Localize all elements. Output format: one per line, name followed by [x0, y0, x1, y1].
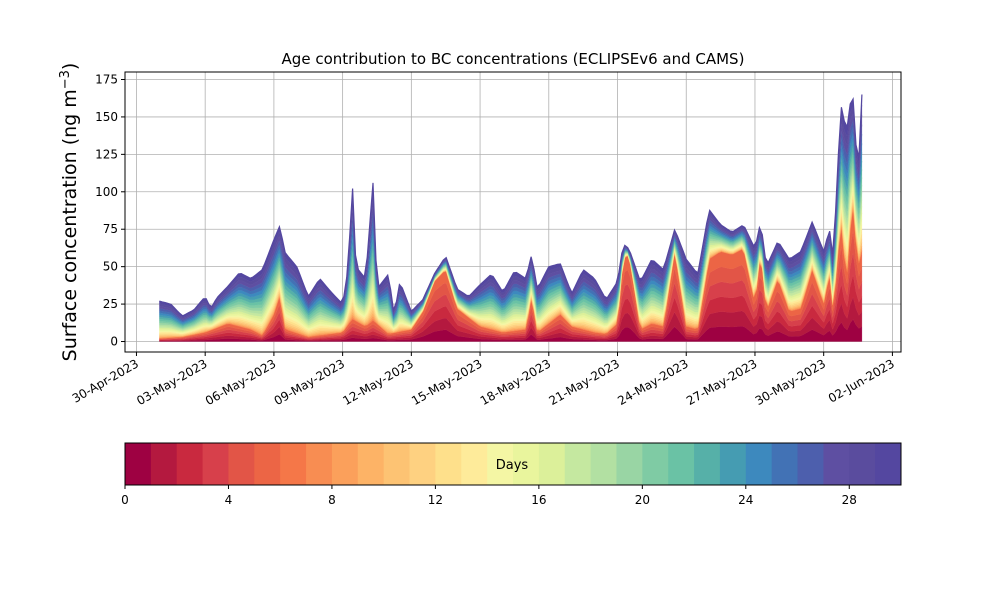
- y-tick-label: 25: [103, 297, 118, 311]
- colorbar-bin: [461, 443, 488, 485]
- x-axis: 30-Apr-202303-May-202306-May-202309-May-…: [70, 352, 897, 408]
- colorbar-tick-label: 16: [531, 493, 546, 507]
- x-tick-label: 06-May-2023: [203, 356, 278, 408]
- colorbar-bin: [228, 443, 255, 485]
- colorbar-bin: [202, 443, 229, 485]
- colorbar-bin: [383, 443, 411, 485]
- colorbar-tick-label: 12: [428, 493, 443, 507]
- plot-frame: [124, 71, 902, 353]
- y-axis: 0 25 50 75 100 125 150 175: [95, 72, 125, 349]
- total-outline: [159, 94, 863, 317]
- colorbar-bin: [150, 443, 178, 485]
- colorbar-ticks: 0 4 8 12 16 20 24 28: [121, 485, 857, 507]
- colorbar-bin: [797, 443, 824, 485]
- x-tick-label: 21-May-2023: [547, 356, 622, 408]
- x-tick-label: 24-May-2023: [615, 356, 690, 408]
- colorbar-bin: [357, 443, 385, 485]
- y-tick-label: 50: [103, 260, 118, 274]
- colorbar-tick-label: 4: [225, 493, 233, 507]
- colorbar-tick-label: 0: [121, 493, 129, 507]
- y-tick-label: 100: [95, 185, 118, 199]
- colorbar-bin: [176, 443, 204, 485]
- colorbar-frame: [124, 442, 902, 486]
- colorbar-bin: [435, 443, 462, 485]
- colorbar-bin: [590, 443, 617, 485]
- colorbar-tick-label: 24: [738, 493, 753, 507]
- colorbar-bin: [694, 443, 721, 485]
- x-tick-label: 15-May-2023: [409, 356, 484, 408]
- colorbar-bin: [487, 443, 514, 485]
- colorbar-bin: [306, 443, 333, 485]
- y-axis-label: Surface concentration (ng m−3): [58, 63, 81, 362]
- x-tick-label: 18-May-2023: [478, 356, 553, 408]
- colorbar-bin: [254, 443, 281, 485]
- colorbar-bin: [642, 443, 669, 485]
- colorbar-bin: [280, 443, 307, 485]
- x-tick-label: 09-May-2023: [272, 356, 347, 408]
- colorbar-bin: [125, 443, 152, 485]
- colorbar-label: Days: [496, 458, 529, 473]
- colorbar-bin: [771, 443, 799, 485]
- colorbar-bin: [616, 443, 643, 485]
- colorbar-tick-label: 20: [635, 493, 650, 507]
- y-tick-label: 150: [95, 110, 118, 124]
- colorbar-tick-label: 8: [328, 493, 336, 507]
- x-tick-label: 27-May-2023: [684, 356, 759, 408]
- colorbar-bin: [875, 443, 902, 485]
- y-tick-label: 175: [95, 72, 118, 86]
- x-tick-label: 03-May-2023: [134, 356, 209, 408]
- colorbar-tick-label: 28: [842, 493, 857, 507]
- colorbar-bin: [331, 443, 359, 485]
- colorbar-bin: [823, 443, 850, 485]
- y-tick-label: 0: [110, 335, 118, 349]
- x-tick-label: 30-May-2023: [753, 356, 828, 408]
- colorbar-bin: [513, 443, 540, 485]
- x-tick-label: 12-May-2023: [340, 356, 415, 408]
- colorbar-bin: [849, 443, 876, 485]
- y-tick-label: 75: [103, 222, 118, 236]
- colorbar-bin: [668, 443, 695, 485]
- colorbar-bin: [409, 443, 436, 485]
- colorbar-bin: [564, 443, 592, 485]
- y-tick-label: 125: [95, 147, 118, 161]
- colorbar-bin: [719, 443, 747, 485]
- x-tick-label: 30-Apr-2023: [70, 356, 141, 405]
- x-tick-label: 02-Jun-2023: [826, 356, 897, 405]
- chart-title: Age contribution to BC concentrations (E…: [282, 50, 745, 68]
- colorbar-bin: [745, 443, 773, 485]
- colorbar-bin: [538, 443, 566, 485]
- y-axis-label-exponent: −3: [58, 70, 73, 89]
- colorbar: [124, 442, 902, 486]
- stacked-age-areas: [159, 94, 863, 342]
